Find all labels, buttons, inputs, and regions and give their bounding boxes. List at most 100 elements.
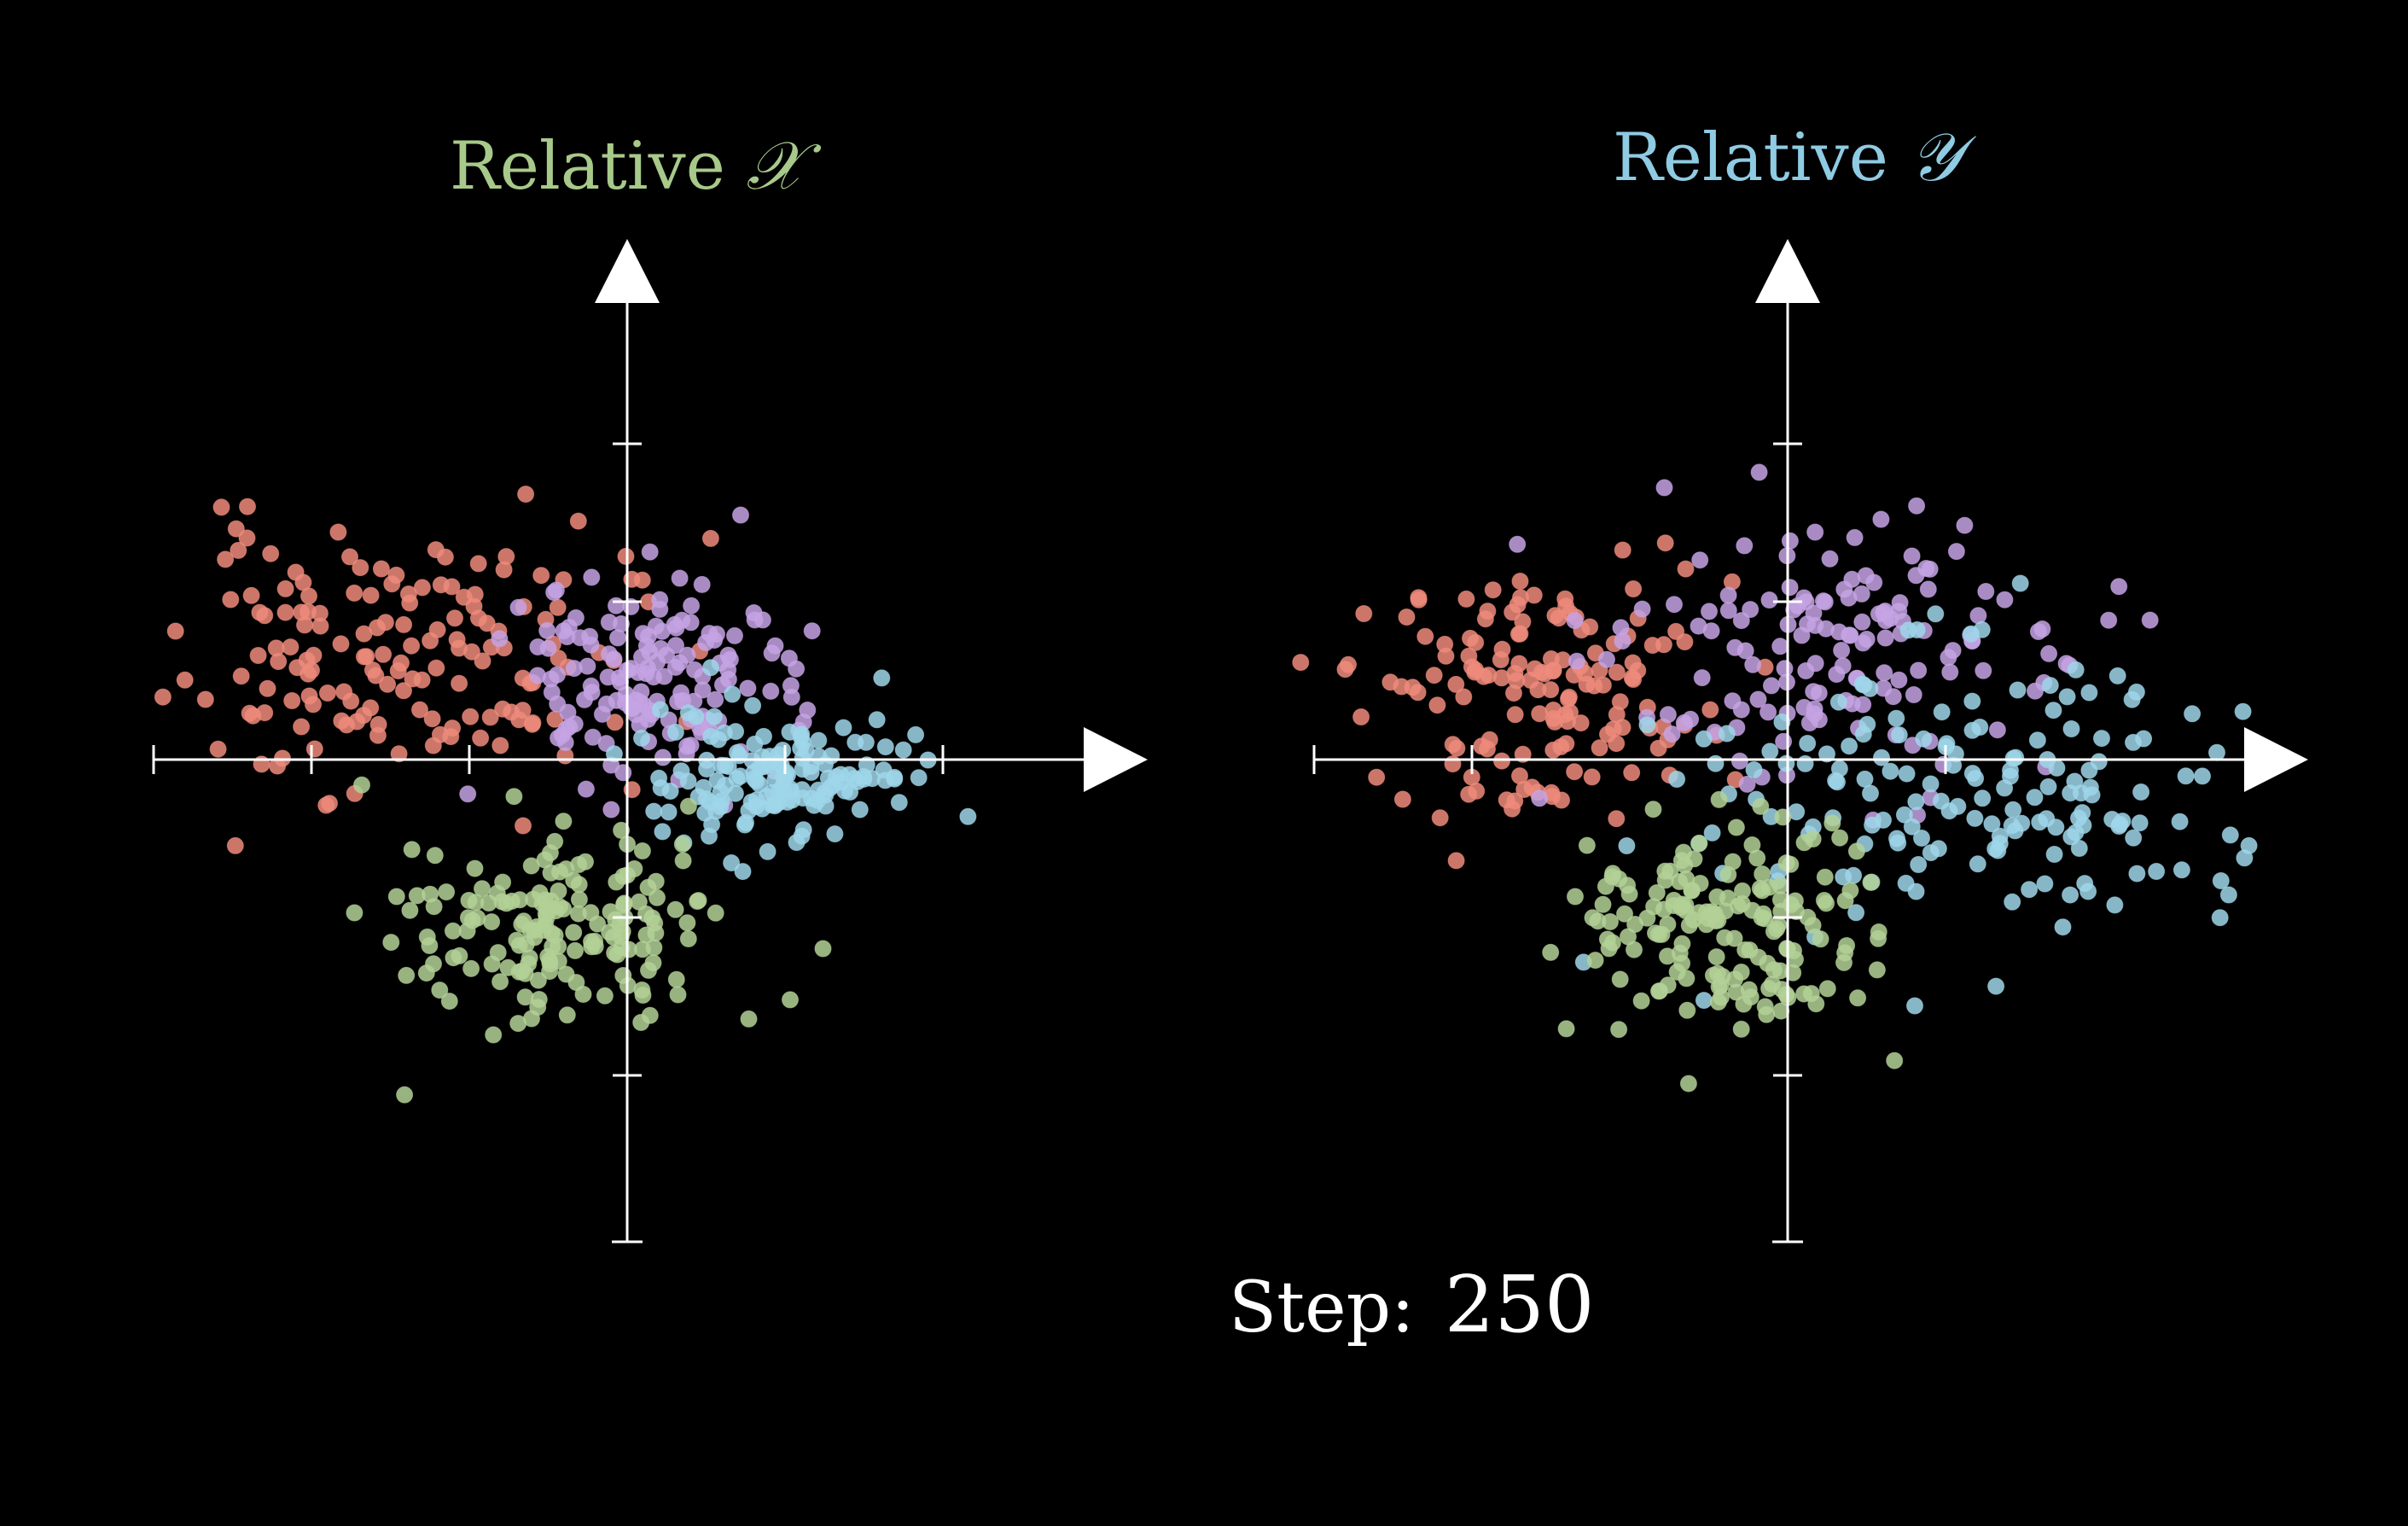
point-cyan bbox=[701, 827, 718, 845]
point-green bbox=[1836, 892, 1854, 910]
point-red bbox=[606, 713, 624, 731]
point-red bbox=[1656, 534, 1674, 552]
point-cyan bbox=[650, 769, 668, 787]
point-green bbox=[782, 991, 799, 1009]
point-green bbox=[1542, 943, 1560, 961]
point-red bbox=[1623, 764, 1641, 782]
point-cyan bbox=[1966, 809, 1984, 827]
point-red bbox=[1608, 663, 1626, 681]
point-purple bbox=[1690, 617, 1707, 635]
point-purple bbox=[1907, 567, 1925, 585]
point-cyan bbox=[836, 782, 854, 800]
point-cyan bbox=[846, 770, 864, 788]
points-right bbox=[1292, 463, 2258, 1092]
point-red bbox=[633, 571, 651, 589]
point-purple bbox=[683, 597, 701, 614]
point-purple bbox=[762, 682, 780, 700]
point-cyan bbox=[760, 756, 777, 774]
point-red bbox=[524, 714, 542, 731]
y-axis-arrow-icon bbox=[595, 239, 660, 303]
point-purple bbox=[1732, 612, 1750, 630]
point-cyan bbox=[2131, 814, 2149, 832]
point-red bbox=[1381, 673, 1399, 691]
point-purple bbox=[1675, 713, 1693, 731]
point-red bbox=[293, 603, 311, 621]
point-purple bbox=[1891, 594, 1909, 612]
point-cyan bbox=[1989, 842, 2007, 859]
point-green bbox=[612, 928, 630, 946]
point-purple bbox=[579, 657, 596, 675]
point-green bbox=[438, 883, 456, 901]
point-cyan bbox=[766, 771, 784, 789]
point-green bbox=[1707, 948, 1725, 966]
point-purple bbox=[1750, 463, 1768, 481]
point-red bbox=[411, 701, 428, 719]
point-purple bbox=[576, 690, 593, 708]
points-left bbox=[154, 486, 977, 1104]
point-green bbox=[444, 922, 462, 940]
point-cyan bbox=[723, 854, 741, 871]
point-purple bbox=[1655, 479, 1673, 497]
point-green bbox=[1679, 1075, 1697, 1092]
point-green bbox=[673, 836, 691, 853]
point-green bbox=[403, 841, 421, 859]
point-purple bbox=[707, 690, 724, 708]
point-red bbox=[1492, 651, 1509, 668]
point-red bbox=[217, 550, 235, 568]
point-green bbox=[468, 909, 486, 927]
point-green bbox=[1725, 929, 1743, 947]
point-red bbox=[1649, 739, 1667, 757]
point-cyan bbox=[672, 762, 690, 780]
point-red bbox=[428, 620, 446, 638]
point-green bbox=[1749, 948, 1767, 966]
point-green bbox=[1578, 836, 1596, 854]
point-cyan bbox=[1910, 856, 1928, 873]
point-purple bbox=[1806, 705, 1823, 723]
point-green bbox=[1868, 961, 1886, 979]
point-green bbox=[1818, 894, 1835, 912]
point-red bbox=[1506, 792, 1524, 810]
point-red bbox=[428, 659, 445, 677]
point-cyan bbox=[1845, 866, 1863, 884]
point-purple bbox=[1566, 612, 1584, 630]
point-green bbox=[1886, 1051, 1904, 1069]
point-red bbox=[515, 817, 532, 835]
point-red bbox=[1479, 603, 1497, 620]
point-green bbox=[1604, 865, 1622, 882]
title-right-variable: 𝒴 bbox=[1909, 119, 1962, 196]
point-cyan bbox=[2006, 822, 2024, 840]
point-green bbox=[398, 966, 416, 984]
point-red bbox=[389, 662, 407, 679]
point-red bbox=[1611, 693, 1629, 711]
point-green bbox=[1602, 913, 1619, 930]
point-red bbox=[1437, 647, 1455, 665]
point-red bbox=[395, 682, 412, 700]
point-cyan bbox=[1695, 992, 1713, 1010]
point-green bbox=[440, 993, 458, 1011]
point-green bbox=[1661, 862, 1679, 880]
point-green bbox=[630, 893, 648, 911]
point-purple bbox=[719, 671, 737, 688]
point-purple bbox=[1969, 607, 1987, 625]
point-red bbox=[446, 609, 463, 627]
point-red bbox=[462, 708, 480, 725]
point-green bbox=[1719, 865, 1737, 883]
point-red bbox=[1557, 597, 1575, 615]
point-green bbox=[1752, 797, 1770, 815]
point-cyan bbox=[907, 725, 925, 743]
point-cyan bbox=[2208, 743, 2225, 761]
point-cyan bbox=[1887, 709, 1905, 727]
point-green bbox=[1760, 980, 1778, 998]
point-red bbox=[404, 670, 422, 688]
point-red bbox=[1701, 701, 1719, 719]
point-purple bbox=[634, 625, 652, 643]
point-cyan bbox=[894, 741, 912, 759]
point-cyan bbox=[1987, 977, 2005, 995]
point-green bbox=[1818, 980, 1836, 998]
point-red bbox=[1425, 667, 1443, 684]
point-cyan bbox=[774, 742, 792, 759]
point-purple bbox=[732, 506, 749, 524]
point-green bbox=[382, 934, 400, 952]
point-purple bbox=[637, 665, 655, 683]
point-cyan bbox=[702, 659, 719, 677]
